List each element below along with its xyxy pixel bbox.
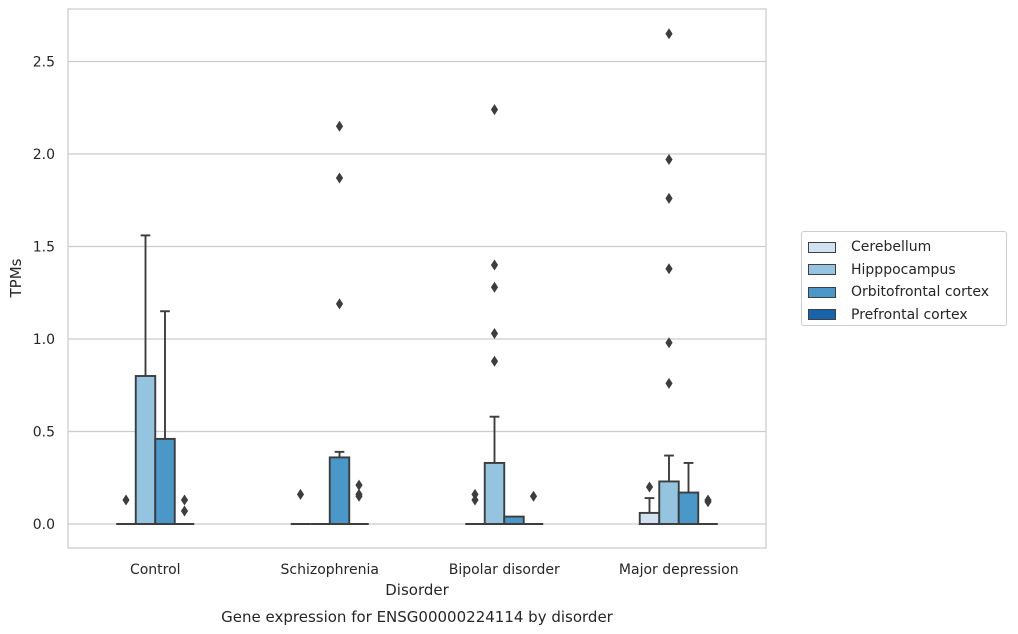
- outlier-point: [355, 488, 363, 500]
- outlier-point: [296, 488, 305, 500]
- outlier-point: [529, 490, 538, 502]
- x-tick-label: Major depression: [619, 562, 739, 578]
- outlier-point: [665, 154, 673, 166]
- box: [503, 515, 525, 525]
- outlier-point: [335, 298, 344, 310]
- outlier-point: [665, 263, 673, 275]
- legend-item: Prefrontal cortex: [808, 304, 1006, 327]
- outlier-point: [490, 355, 499, 367]
- legend-swatch: [808, 241, 836, 253]
- outlier-point: [665, 377, 673, 389]
- outlier-point: [490, 104, 499, 116]
- y-tick-label: 1.0: [33, 332, 55, 348]
- outlier-point: [665, 337, 673, 349]
- outlier-point: [645, 481, 654, 493]
- x-tick-label: Bipolar disorder: [449, 562, 560, 578]
- outlier-point: [490, 259, 499, 271]
- x-axis-label: Disorder: [385, 581, 449, 599]
- legend-item: Orbitofrontal cortex: [808, 281, 1006, 304]
- box: [483, 462, 506, 525]
- legend-swatch: [808, 264, 836, 276]
- legend: Cerebellum Hipppocampus Orbitofrontal cort…: [801, 231, 1007, 326]
- plot-frame: [67, 8, 767, 549]
- chart-caption: Gene expression for ENSG00000224114 by d…: [221, 608, 614, 626]
- outlier-point: [122, 494, 130, 506]
- x-tick-labels: Control Schizophrenia Bipolar disorder Majo…: [130, 562, 739, 578]
- y-tick-labels: 0.0 0.5 1.0 1.5 2.0 2.5: [33, 55, 55, 534]
- outlier-point: [490, 327, 499, 339]
- y-tick-label: 2.0: [33, 147, 55, 163]
- legend-swatch: [808, 286, 836, 298]
- x-tick-label: Schizophrenia: [281, 562, 379, 578]
- legend-label: Orbitofrontal cortex: [851, 284, 989, 301]
- legend-label: Cerebellum: [851, 239, 932, 256]
- outlier-point: [490, 281, 499, 293]
- legend-item: Hipppocampus: [808, 259, 1006, 282]
- outlier-point: [180, 494, 189, 506]
- outlier-point: [471, 488, 479, 500]
- y-tick-label: 0.5: [33, 425, 55, 441]
- legend-label: Hipppocampus: [851, 261, 956, 278]
- y-tick-label: 1.5: [33, 240, 55, 256]
- y-tick-label: 0.0: [33, 517, 55, 533]
- box: [658, 480, 680, 525]
- y-axis-label: TPMs: [7, 258, 25, 298]
- outlier-point: [335, 120, 344, 132]
- outlier-point: [665, 192, 673, 204]
- boxes-layer: [116, 28, 718, 525]
- x-tick-label: Control: [130, 562, 181, 578]
- outlier-point: [665, 28, 673, 40]
- y-tick-label: 2.5: [33, 55, 55, 71]
- outlier-point: [335, 172, 344, 184]
- box: [328, 456, 351, 525]
- outlier-point: [471, 494, 479, 506]
- box: [638, 511, 661, 525]
- box: [154, 437, 176, 525]
- outlier-point: [704, 494, 712, 506]
- legend-swatch: [808, 309, 836, 321]
- legend-item: Cerebellum: [808, 236, 1006, 259]
- box: [134, 375, 157, 525]
- outlier-point: [180, 505, 189, 517]
- outlier-point: [355, 479, 363, 491]
- legend-label: Prefrontal cortex: [851, 306, 968, 323]
- box: [677, 491, 700, 525]
